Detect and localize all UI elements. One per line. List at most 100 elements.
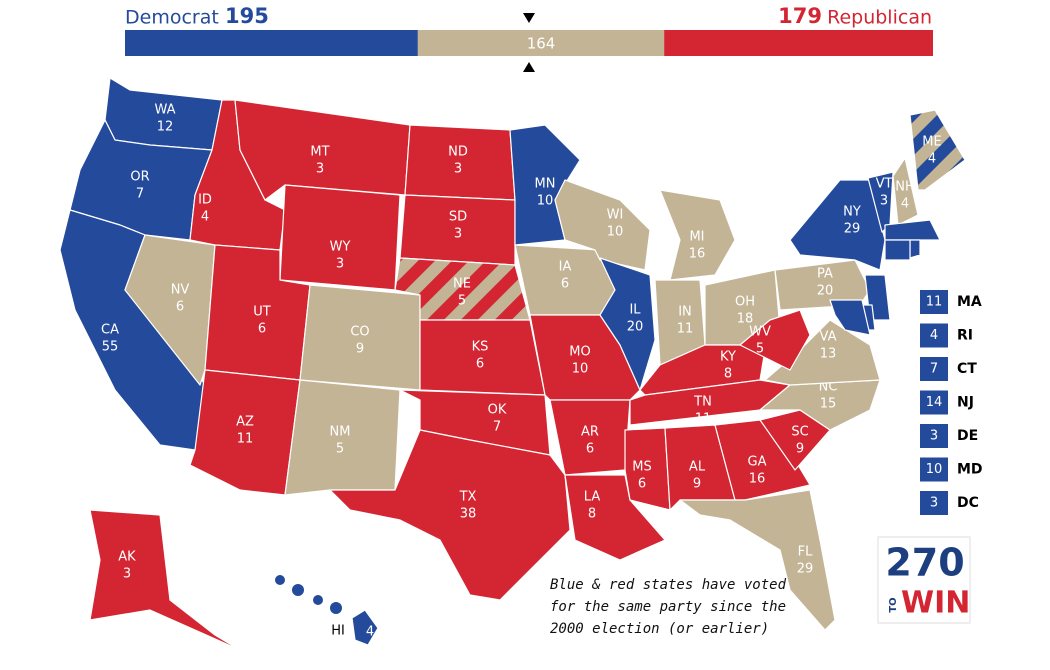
- state-abbr: NY: [843, 205, 861, 220]
- state: [599, 257, 656, 391]
- state-abbr: IA: [559, 260, 572, 275]
- state-votes: 4: [366, 625, 374, 640]
- logo-frame: [877, 536, 971, 624]
- island: [292, 584, 304, 596]
- state-abbr: CO: [350, 325, 369, 340]
- state-abbr: DC: [957, 495, 979, 511]
- state: [124, 234, 216, 386]
- state-abbr: TN: [693, 395, 712, 410]
- state-abbr: HI: [331, 624, 345, 639]
- state-abbr: SD: [449, 210, 467, 225]
- state-abbr: KY: [720, 350, 736, 365]
- democrat-label: Democrat: [125, 7, 219, 29]
- state-votes: 7: [136, 187, 144, 202]
- state-abbr: GA: [748, 455, 767, 470]
- state: [884, 239, 911, 261]
- state-votes: 4: [930, 328, 938, 343]
- tally-bar: 164: [125, 30, 933, 56]
- state-votes: 9: [356, 342, 364, 357]
- state: [624, 427, 671, 511]
- state-votes: 3: [880, 194, 888, 209]
- state-votes: 6: [258, 322, 266, 337]
- republican-label: Republican: [827, 7, 932, 29]
- state-abbr: MT: [310, 145, 329, 160]
- state-abbr: MA: [957, 294, 982, 310]
- vote-box: [920, 424, 948, 448]
- state-abbr: AZ: [236, 415, 254, 430]
- state-votes: 14: [926, 395, 943, 410]
- state-abbr: ME: [922, 135, 941, 150]
- state-abbr: OK: [488, 403, 507, 418]
- state-votes: 38: [460, 507, 477, 522]
- state-abbr: OR: [130, 170, 149, 185]
- vote-box: [920, 491, 948, 515]
- state-votes: 10: [926, 462, 943, 477]
- state-abbr: IN: [678, 305, 692, 320]
- small-state-list: 11 MA 4 RI 7 CT 14 NJ 3 DE 10 MD 3 DC: [920, 290, 983, 515]
- state-votes: 8: [588, 507, 596, 522]
- state: [679, 489, 836, 631]
- island: [330, 602, 342, 614]
- note-line: Blue & red states have voted: [550, 577, 787, 593]
- state-votes: 20: [817, 284, 834, 299]
- state-abbr: NV: [171, 283, 190, 298]
- state-votes: 3: [123, 567, 131, 582]
- state-votes: 55: [102, 340, 119, 355]
- state-votes: 5: [756, 342, 764, 357]
- state-abbr: FL: [798, 545, 813, 560]
- state-votes: 6: [561, 277, 569, 292]
- center-marker-bottom: [523, 62, 535, 72]
- tossup-total: 164: [527, 35, 556, 53]
- state: [892, 157, 919, 226]
- state-abbr: IL: [629, 303, 641, 318]
- state-abbr: VT: [876, 177, 893, 192]
- state-votes: 6: [176, 300, 184, 315]
- state-votes: 5: [458, 294, 466, 309]
- state-votes: 6: [586, 442, 594, 457]
- states: WA12OR7CA55NV6ID4MT3WY3UT6AZ11CO9NM5ND3S…: [59, 77, 966, 651]
- state-votes: 29: [797, 562, 814, 577]
- state: [789, 179, 886, 271]
- state-abbr: AK: [118, 550, 136, 565]
- state-votes: 4: [901, 197, 909, 212]
- state-votes: 3: [930, 496, 938, 511]
- state-votes: 18: [737, 312, 754, 327]
- note-line: for the same party since the: [550, 599, 786, 615]
- state: [884, 219, 941, 241]
- state-abbr: PA: [817, 267, 833, 282]
- state-abbr: WI: [607, 208, 624, 223]
- state-votes: 3: [930, 429, 938, 444]
- state-votes: 8: [724, 367, 732, 382]
- state-votes: 3: [454, 162, 462, 177]
- state-votes: 11: [695, 412, 712, 427]
- state-abbr: MI: [689, 230, 704, 245]
- state-votes: 3: [336, 257, 344, 272]
- republican-bar: [664, 30, 933, 56]
- state-votes: 16: [749, 472, 766, 487]
- state-votes: 5: [336, 442, 344, 457]
- state-abbr: CT: [957, 361, 977, 377]
- state-abbr: AR: [581, 425, 599, 440]
- vote-box: [920, 457, 948, 482]
- state: [89, 509, 241, 651]
- state-votes: 11: [237, 432, 254, 447]
- state-abbr: NJ: [957, 395, 974, 411]
- tossup-bar: [417, 30, 665, 56]
- state-abbr: MD: [957, 462, 983, 478]
- state-votes: 7: [930, 362, 938, 377]
- democrat-total: 195: [225, 4, 269, 28]
- state-votes: 4: [201, 210, 209, 225]
- vote-box: [920, 323, 948, 348]
- state-votes: 20: [627, 320, 644, 335]
- state: [909, 239, 921, 259]
- state-abbr: DE: [957, 428, 978, 444]
- state-abbr: SC: [791, 425, 808, 440]
- state: [659, 189, 736, 281]
- vote-box: [920, 290, 948, 314]
- state-votes: 10: [607, 225, 624, 240]
- note-line: 2000 election (or earlier): [550, 621, 769, 637]
- democrat-bar: [125, 30, 418, 56]
- state-abbr: TX: [459, 490, 477, 505]
- state-abbr: CA: [101, 323, 119, 338]
- state-votes: 29: [844, 222, 861, 237]
